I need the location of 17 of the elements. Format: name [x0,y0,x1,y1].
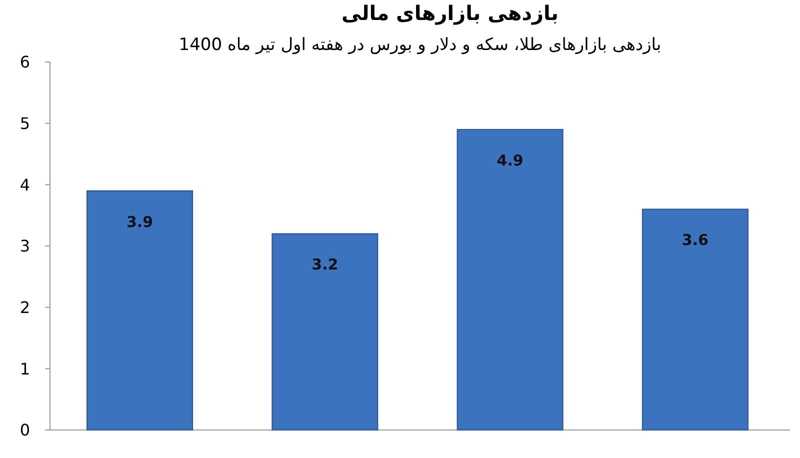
data-label: 4.9 [496,151,524,170]
data-label: 3.9 [126,212,154,231]
bar [456,128,564,430]
y-tick-label: 4 [20,175,30,194]
bar [272,233,378,430]
data-label: 3.6 [682,231,708,250]
y-tick-label: 3 [20,236,30,256]
y-tick-label: 1 [20,359,30,378]
chart-title: بازدهی بازارهای مالی [341,1,559,25]
bar [642,208,748,430]
y-tick-label: 6 [20,52,30,72]
y-tick-label: 0 [20,420,30,440]
data-label: 3.2 [312,256,338,274]
chart-subtitle: بازدهی بازارهای طلا، سکه و دلار و بورس در هفته اول تیر ماه 1400 [178,35,662,55]
y-tick-label: 2 [20,298,30,317]
bar [86,190,194,430]
y-tick-label: 5 [20,114,30,133]
